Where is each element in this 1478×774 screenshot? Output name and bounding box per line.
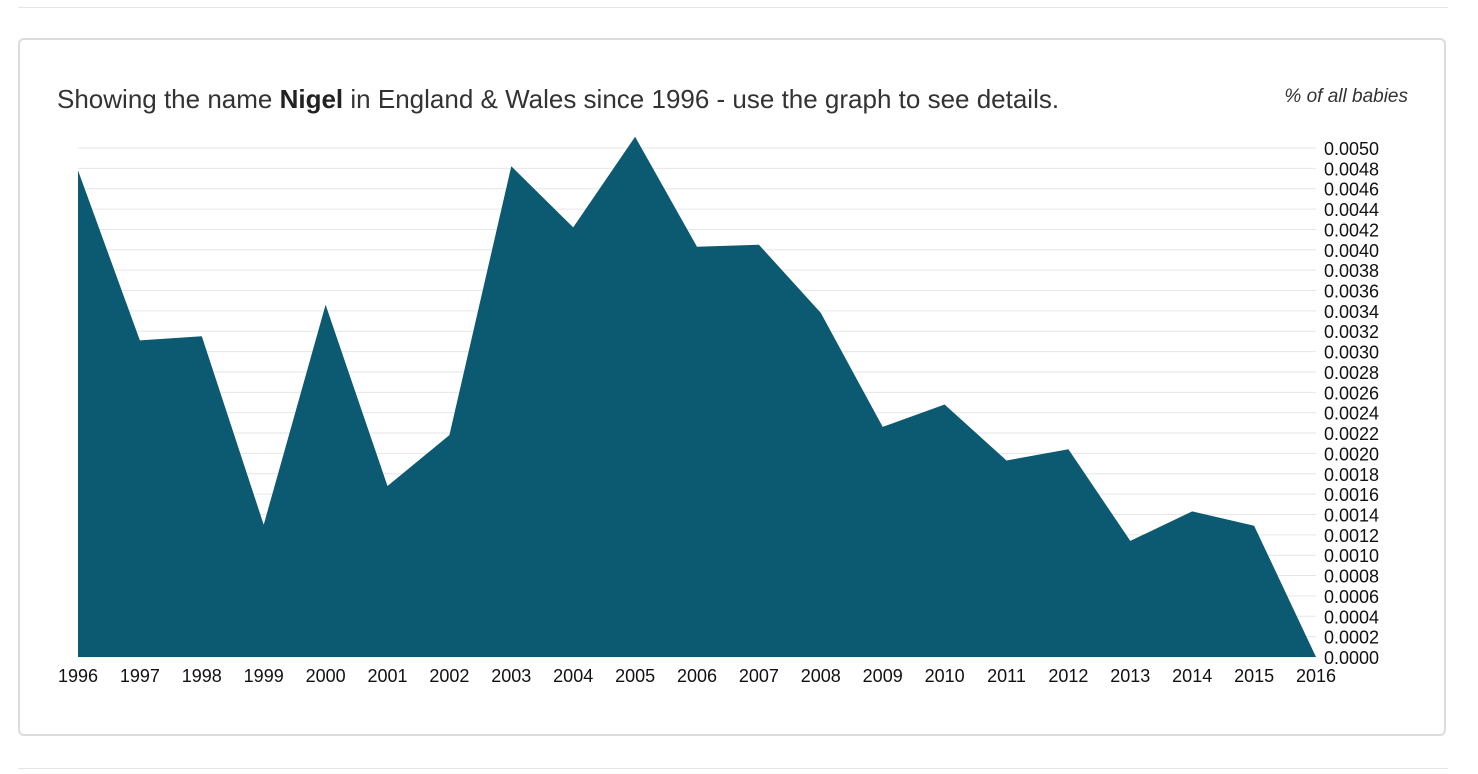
data-point-2004[interactable] xyxy=(567,221,579,233)
y-tick-label: 0.0020 xyxy=(1324,444,1379,464)
y-tick-label: 0.0028 xyxy=(1324,363,1379,383)
x-axis-ticks: 1996 1997 1998 1999 2000 2001 2002 2003 2004 2005… xyxy=(58,666,1336,686)
x-tick-label: 1999 xyxy=(244,666,284,686)
data-point-2006[interactable] xyxy=(691,241,703,253)
data-point-2009[interactable] xyxy=(877,421,889,433)
x-tick-label: 2016 xyxy=(1296,666,1336,686)
y-tick-label: 0.0046 xyxy=(1324,180,1379,200)
y-tick-label: 0.0050 xyxy=(1324,139,1379,159)
x-tick-label: 2001 xyxy=(367,666,407,686)
data-point-1996[interactable] xyxy=(72,164,84,176)
data-point-2008[interactable] xyxy=(815,307,827,319)
y-tick-label: 0.0022 xyxy=(1324,424,1379,444)
heading-prefix: Showing the name xyxy=(57,84,280,114)
y-tick-label: 0.0036 xyxy=(1324,282,1379,302)
y-tick-label: 0.0040 xyxy=(1324,241,1379,261)
data-point-2014[interactable] xyxy=(1186,505,1198,517)
x-tick-label: 2008 xyxy=(801,666,841,686)
x-tick-label: 2009 xyxy=(863,666,903,686)
data-point-2005[interactable] xyxy=(629,131,641,143)
series-area[interactable] xyxy=(78,136,1316,658)
y-tick-label: 0.0030 xyxy=(1324,343,1379,363)
x-tick-label: 1998 xyxy=(182,666,222,686)
y-unit-label: % of all babies xyxy=(1284,86,1408,107)
y-tick-label: 0.0008 xyxy=(1324,567,1379,587)
x-tick-label: 2005 xyxy=(615,666,655,686)
y-tick-label: 0.0034 xyxy=(1324,302,1379,322)
data-point-2015[interactable] xyxy=(1248,520,1260,532)
heading-suffix: in England & Wales since 1996 - use the … xyxy=(343,84,1060,114)
data-point-2007[interactable] xyxy=(753,239,765,251)
x-tick-label: 1997 xyxy=(120,666,160,686)
y-tick-label: 0.0044 xyxy=(1324,200,1379,220)
x-tick-label: 2003 xyxy=(491,666,531,686)
y-tick-label: 0.0012 xyxy=(1324,526,1379,546)
x-tick-label: 2007 xyxy=(739,666,779,686)
data-point-1997[interactable] xyxy=(134,334,146,346)
y-tick-label: 0.0006 xyxy=(1324,587,1379,607)
x-tick-label: 2013 xyxy=(1110,666,1150,686)
y-tick-label: 0.0018 xyxy=(1324,465,1379,485)
y-tick-label: 0.0002 xyxy=(1324,628,1379,648)
data-point-2012[interactable] xyxy=(1062,443,1074,455)
data-point-2003[interactable] xyxy=(505,160,517,172)
y-tick-label: 0.0014 xyxy=(1324,505,1379,525)
x-tick-label: 2004 xyxy=(553,666,593,686)
y-tick-label: 0.0010 xyxy=(1324,546,1379,566)
x-tick-label: 2015 xyxy=(1234,666,1274,686)
data-point-1999[interactable] xyxy=(258,519,270,531)
y-tick-label: 0.0026 xyxy=(1324,383,1379,403)
x-tick-label: 2012 xyxy=(1048,666,1088,686)
data-point-2002[interactable] xyxy=(443,429,455,441)
y-axis-ticks: 0.00000.00020.00040.00060.00080.00100.00… xyxy=(1324,139,1379,668)
data-point-2001[interactable] xyxy=(382,480,394,492)
x-tick-label: 2002 xyxy=(429,666,469,686)
x-tick-label: 2006 xyxy=(677,666,717,686)
y-tick-label: 0.0024 xyxy=(1324,404,1379,424)
y-tick-label: 0.0048 xyxy=(1324,159,1379,179)
x-tick-label: 2010 xyxy=(925,666,965,686)
top-divider xyxy=(18,7,1448,8)
y-tick-label: 0.0000 xyxy=(1324,648,1379,668)
x-tick-label: 1996 xyxy=(58,666,98,686)
data-point-2013[interactable] xyxy=(1124,535,1136,547)
y-tick-label: 0.0004 xyxy=(1324,607,1379,627)
y-tick-label: 0.0038 xyxy=(1324,261,1379,281)
data-point-2011[interactable] xyxy=(1001,455,1013,467)
y-tick-label: 0.0042 xyxy=(1324,220,1379,240)
data-point-2010[interactable] xyxy=(939,399,951,411)
x-tick-label: 2011 xyxy=(987,666,1026,686)
x-tick-label: 2014 xyxy=(1172,666,1212,686)
x-tick-label: 2000 xyxy=(306,666,346,686)
heading-name: Nigel xyxy=(279,84,344,114)
bottom-divider xyxy=(18,768,1448,769)
y-tick-label: 0.0032 xyxy=(1324,322,1379,342)
data-point-1998[interactable] xyxy=(196,330,208,342)
data-point-2000[interactable] xyxy=(320,299,332,311)
chart-heading: Showing the name Nigel in England & Wale… xyxy=(57,83,1059,115)
data-point-2016[interactable] xyxy=(1310,651,1322,663)
y-tick-label: 0.0016 xyxy=(1324,485,1379,505)
